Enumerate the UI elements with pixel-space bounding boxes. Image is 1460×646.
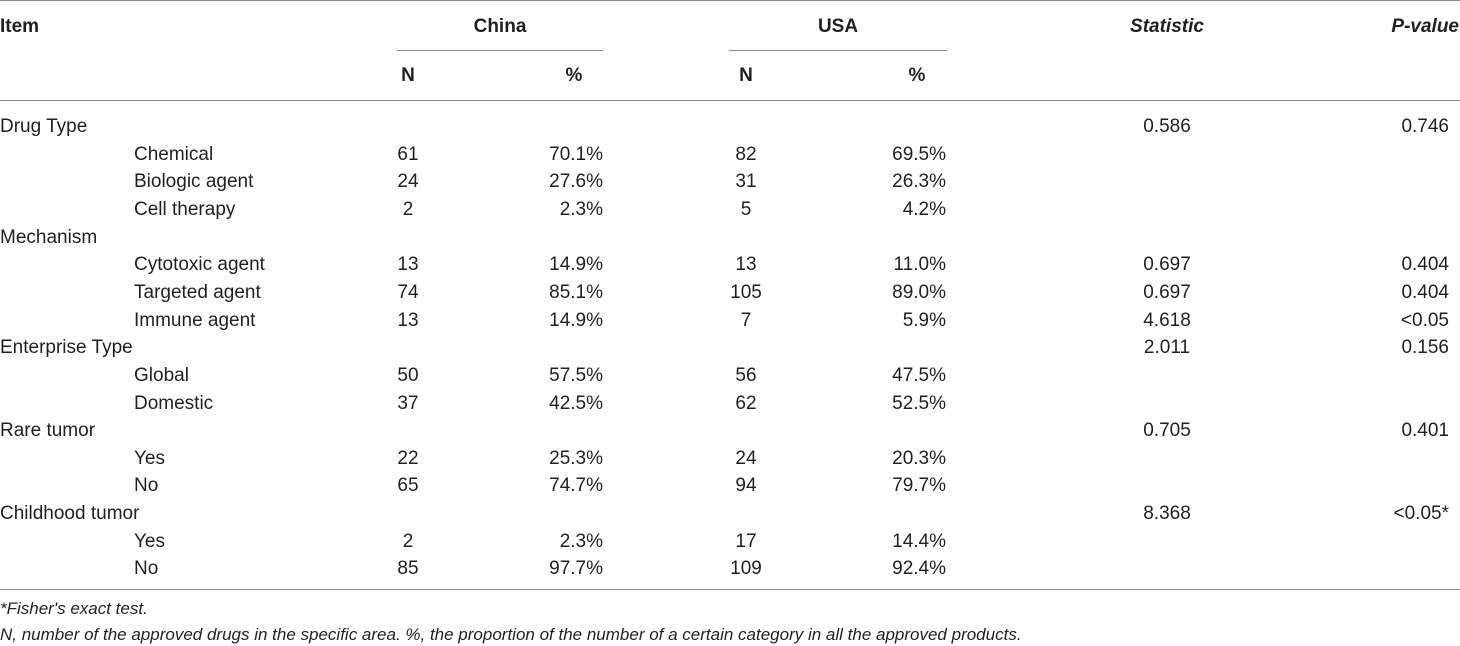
- statistic-cell: 0.697: [1143, 282, 1191, 303]
- usa-pct-cell: 26.3%: [892, 171, 946, 192]
- statistic-cell: 4.618: [1143, 310, 1191, 331]
- china-n-cell: 24: [397, 171, 419, 192]
- row-label: Immune agent: [134, 310, 256, 331]
- header-china-n: N: [401, 65, 415, 86]
- pvalue-cell: <0.05: [1400, 310, 1449, 331]
- china-pct-cell: 2.3%: [559, 199, 603, 220]
- footnote-definitions: N, number of the approved drugs in the s…: [0, 625, 1022, 644]
- usa-n-cell: 62: [735, 393, 757, 414]
- china-pct-cell: 14.9%: [549, 254, 603, 275]
- usa-n-cell: 7: [740, 310, 752, 331]
- china-pct-cell: 70.1%: [549, 144, 603, 165]
- header-item: Item: [0, 16, 40, 37]
- china-pct-cell: 14.9%: [549, 310, 603, 331]
- china-n-cell: 37: [397, 393, 419, 414]
- usa-n-cell: 109: [730, 558, 762, 579]
- usa-n-cell: 24: [735, 448, 757, 469]
- header-statistic: Statistic: [1130, 16, 1204, 37]
- usa-n-cell: 105: [730, 282, 762, 303]
- statistic-cell: 0.705: [1143, 420, 1191, 441]
- china-pct-cell: 97.7%: [549, 558, 603, 579]
- china-n-cell: 85: [397, 558, 419, 579]
- header-china: China: [473, 16, 527, 37]
- row-label: Domestic: [134, 393, 214, 414]
- china-n-cell: 74: [397, 282, 419, 303]
- usa-n-cell: 5: [740, 199, 752, 220]
- usa-pct-cell: 89.0%: [892, 282, 946, 303]
- china-n-cell: 50: [397, 365, 419, 386]
- usa-n-cell: 56: [735, 365, 757, 386]
- usa-n-cell: 13: [735, 254, 757, 275]
- usa-pct-cell: 92.4%: [892, 558, 946, 579]
- statistic-cell: 2.011: [1143, 337, 1191, 358]
- row-label: Yes: [134, 448, 165, 469]
- header-pvalue: P-value: [1391, 16, 1459, 37]
- row-label: Biologic agent: [134, 171, 254, 192]
- row-label: Global: [134, 365, 189, 386]
- china-pct-cell: 27.6%: [549, 171, 603, 192]
- pvalue-cell: 0.404: [1401, 282, 1449, 303]
- china-n-cell: 13: [397, 310, 419, 331]
- row-label: Childhood tumor: [0, 503, 140, 524]
- usa-pct-cell: 69.5%: [892, 144, 946, 165]
- row-label: Mechanism: [0, 227, 98, 248]
- header-usa-pct: %: [908, 65, 926, 86]
- row-label: Rare tumor: [0, 420, 96, 441]
- china-n-cell: 65: [397, 475, 419, 496]
- china-group-rule: [397, 50, 603, 51]
- row-label: Drug Type: [0, 116, 88, 137]
- usa-n-cell: 17: [735, 531, 757, 552]
- pvalue-cell: 0.746: [1401, 116, 1449, 137]
- usa-pct-cell: 11.0%: [893, 254, 946, 275]
- header-usa: USA: [817, 16, 859, 37]
- usa-pct-cell: 52.5%: [892, 393, 946, 414]
- china-n-cell: 2: [402, 531, 414, 552]
- row-label: Enterprise Type: [0, 337, 133, 358]
- china-n-cell: 61: [397, 144, 419, 165]
- usa-pct-cell: 20.3%: [892, 448, 946, 469]
- pvalue-cell: <0.05*: [1393, 503, 1449, 524]
- table-bottom-rule: [0, 589, 1460, 590]
- pvalue-cell: 0.401: [1401, 420, 1449, 441]
- usa-n-cell: 31: [735, 171, 757, 192]
- china-n-cell: 2: [402, 199, 414, 220]
- pvalue-cell: 0.404: [1401, 254, 1449, 275]
- china-pct-cell: 85.1%: [549, 282, 603, 303]
- china-pct-cell: 42.5%: [549, 393, 603, 414]
- header-bottom-rule: [0, 100, 1460, 101]
- row-label: No: [134, 558, 159, 579]
- header-china-pct: %: [565, 65, 583, 86]
- china-pct-cell: 25.3%: [549, 448, 603, 469]
- footnote-fisher: *Fisher's exact test.: [0, 599, 148, 618]
- statistic-cell: 0.697: [1143, 254, 1191, 275]
- header-usa-n: N: [739, 65, 753, 86]
- row-label: Cell therapy: [134, 199, 236, 220]
- china-pct-cell: 57.5%: [549, 365, 603, 386]
- usa-pct-cell: 14.4%: [892, 531, 946, 552]
- statistic-cell: 8.368: [1143, 503, 1191, 524]
- row-label: Cytotoxic agent: [134, 254, 265, 275]
- usa-pct-cell: 4.2%: [902, 199, 946, 220]
- usa-pct-cell: 5.9%: [902, 310, 946, 331]
- row-label: Chemical: [134, 144, 214, 165]
- usa-pct-cell: 79.7%: [892, 475, 946, 496]
- usa-group-rule: [729, 50, 947, 51]
- china-pct-cell: 2.3%: [559, 531, 603, 552]
- china-n-cell: 22: [397, 448, 419, 469]
- usa-n-cell: 94: [735, 475, 757, 496]
- row-label: Targeted agent: [134, 282, 261, 303]
- top-rule: [0, 0, 1460, 1]
- china-pct-cell: 74.7%: [549, 475, 603, 496]
- usa-pct-cell: 47.5%: [892, 365, 946, 386]
- statistic-cell: 0.586: [1143, 116, 1191, 137]
- pvalue-cell: 0.156: [1401, 337, 1449, 358]
- china-n-cell: 13: [397, 254, 419, 275]
- row-label: No: [134, 475, 159, 496]
- usa-n-cell: 82: [735, 144, 757, 165]
- row-label: Yes: [134, 531, 165, 552]
